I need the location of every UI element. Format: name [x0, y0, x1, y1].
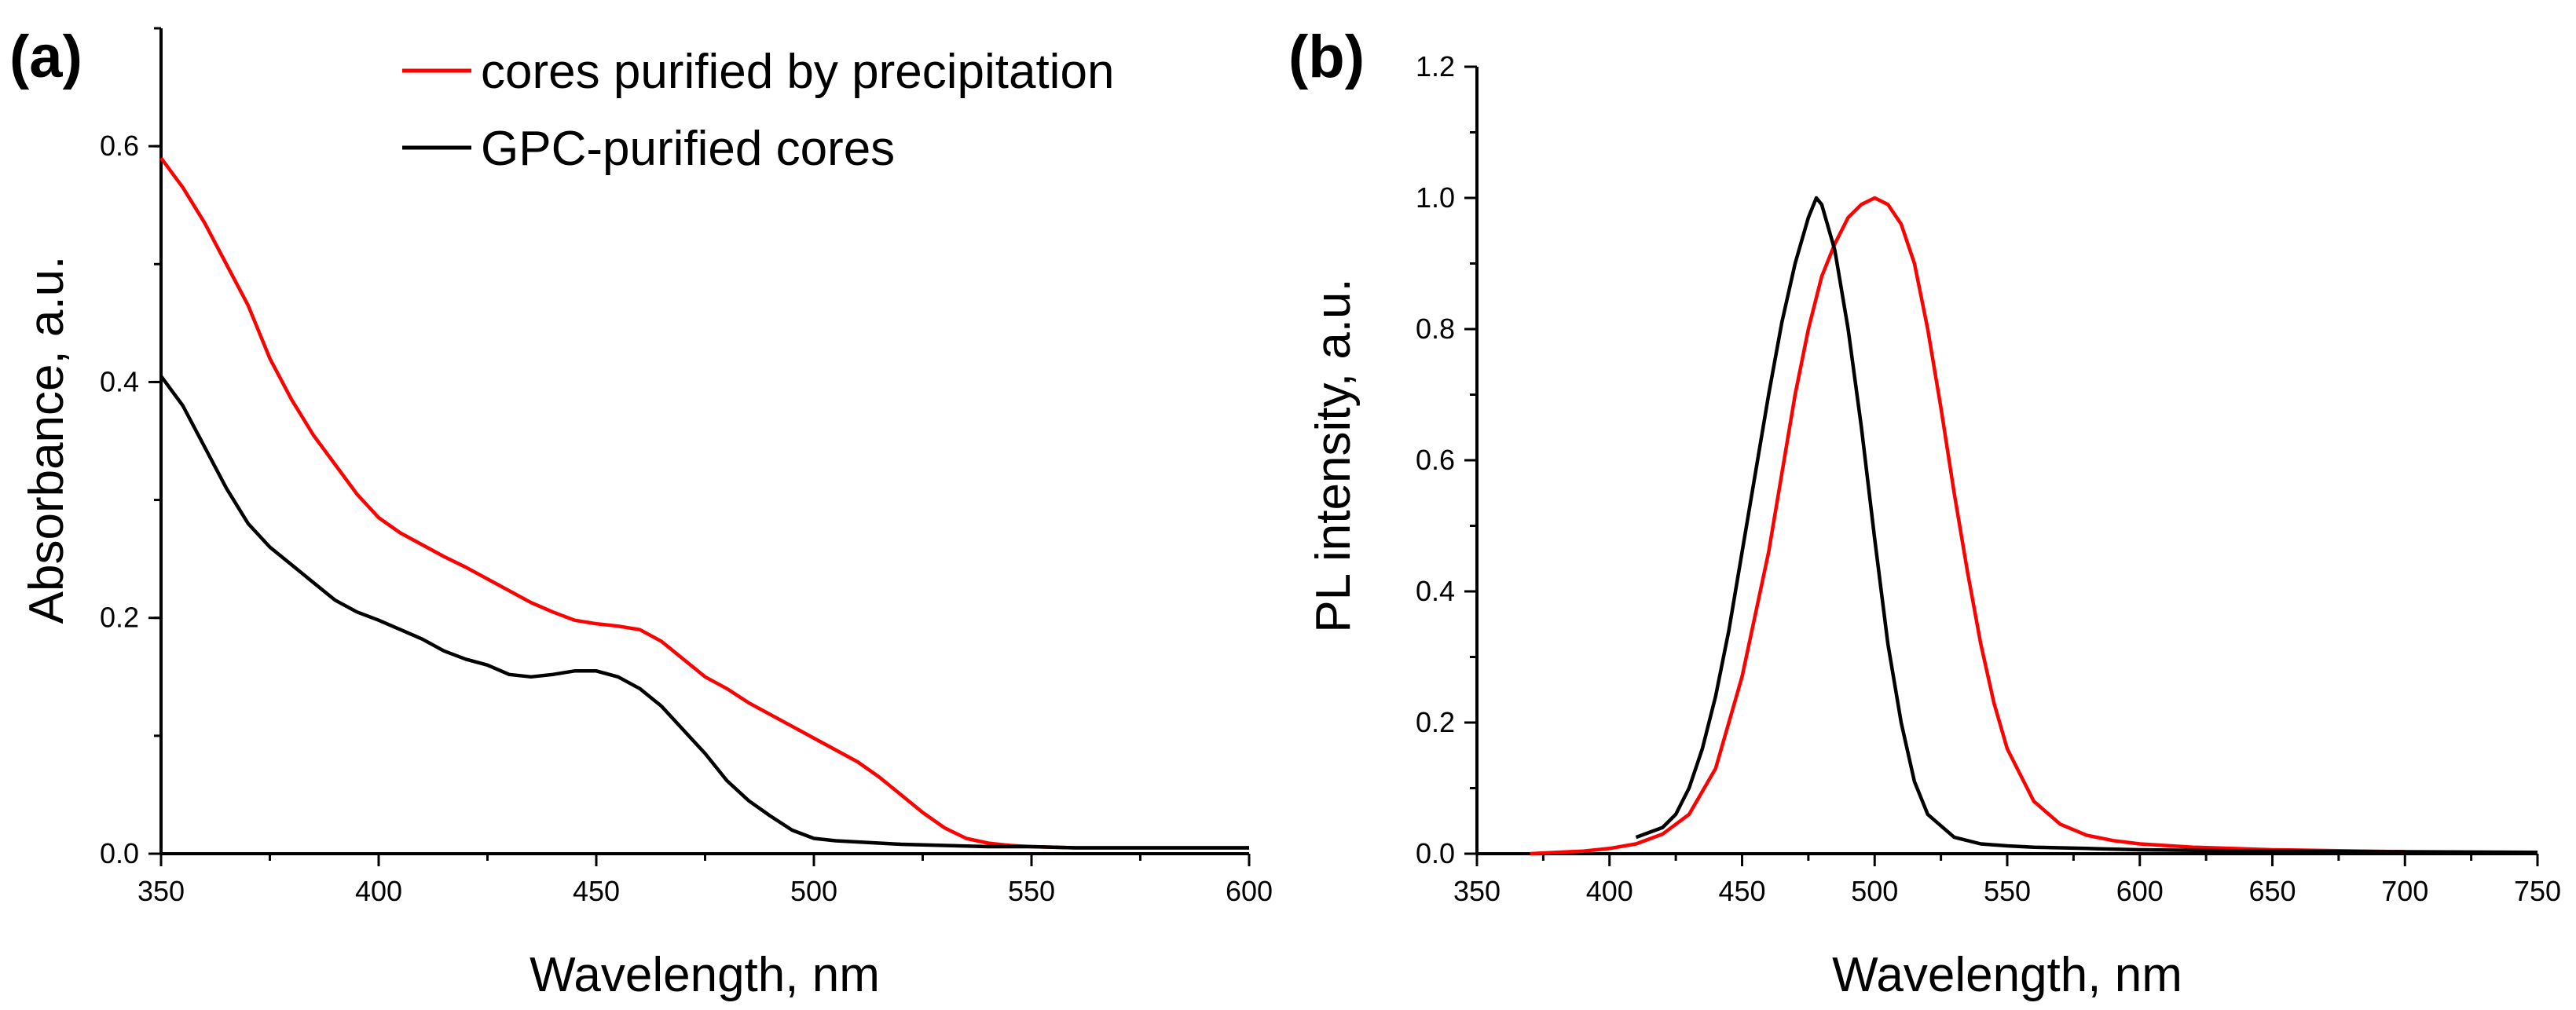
x-tick-label: 400 [1586, 875, 1633, 907]
panel-a-x-axis-label: Wavelength, nm [529, 948, 880, 1002]
panel-b: (b) 350 400 450 500 550 600 650 700 750 0.00.20.… [1288, 24, 2561, 1002]
legend-label-gpc: GPC-purified cores [481, 122, 895, 176]
y-tick-label: 1.0 [1416, 181, 1455, 214]
legend-label-precipitation: cores purified by precipitation [481, 45, 1114, 99]
x-tick-label: 650 [2248, 875, 2296, 907]
y-tick-label: 0.6 [100, 130, 139, 162]
y-tick-label: 0.0 [1416, 837, 1455, 869]
x-tick-label: 550 [1008, 875, 1055, 907]
y-tick-label: 0.6 [1416, 444, 1455, 476]
x-tick-label: 750 [2514, 875, 2561, 907]
x-tick-label: 350 [1453, 875, 1501, 907]
panel-a-y-axis-label: Absorbance, a.u. [20, 256, 74, 624]
x-tick-label: 450 [573, 875, 620, 907]
x-tick-label: 500 [1851, 875, 1898, 907]
y-tick-label: 0.2 [100, 602, 139, 634]
panel-a-series [159, 156, 1249, 850]
legend: cores purified by precipitation GPC-puri… [402, 45, 1114, 176]
panel-b-letter: (b) [1288, 24, 1365, 90]
y-tick-label: 1.2 [1416, 50, 1455, 82]
y-tick-label: 0.0 [100, 837, 139, 869]
panel-b-y-ticks: 0.0 0.2 0.4 0.6 0.8 1.0 1.2 [1416, 50, 1477, 869]
x-tick-label: 600 [2116, 875, 2164, 907]
series-line-precipitation [159, 156, 1249, 850]
panel-b-x-ticks: 350 400 450 500 550 600 650 700 750 [1453, 854, 2561, 907]
x-tick-label: 700 [2381, 875, 2428, 907]
x-tick-label: 450 [1718, 875, 1765, 907]
x-tick-label: 500 [790, 875, 837, 907]
y-tick-label: 0.2 [1416, 706, 1455, 738]
panel-a-x-ticks: 350 400 450 500 550 600 [137, 854, 1273, 907]
x-tick-label: 400 [355, 875, 402, 907]
panel-a: (a) 350 400 450 500 550 600 0.0 0.2 0.4 0.6 Wave… [9, 24, 1273, 1002]
y-tick-label: 0.4 [1416, 575, 1455, 607]
series-line-precipitation [1530, 196, 2406, 856]
panel-b-x-axis-label: Wavelength, nm [1832, 948, 2182, 1002]
x-tick-label: 550 [1984, 875, 2031, 907]
panel-b-series [1530, 196, 2538, 856]
series-line-gpc [159, 375, 1249, 850]
y-tick-label: 0.8 [1416, 313, 1455, 345]
x-tick-label: 350 [137, 875, 185, 907]
x-tick-label: 600 [1226, 875, 1273, 907]
y-tick-label: 0.4 [100, 365, 139, 397]
panel-a-letter: (a) [9, 24, 82, 90]
panel-b-y-axis-label: PL intensity, a.u. [1306, 278, 1361, 632]
series-line-gpc [1635, 196, 2538, 854]
panel-a-y-ticks: 0.0 0.2 0.4 0.6 [100, 27, 161, 869]
